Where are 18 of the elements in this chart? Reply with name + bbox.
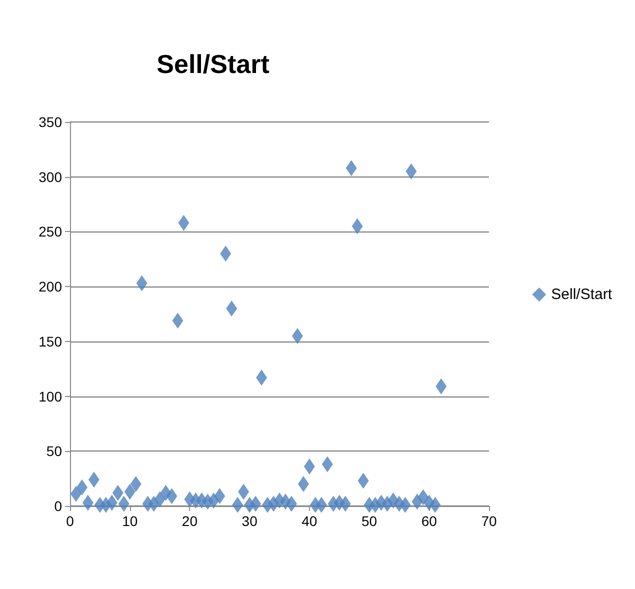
x-tick-label: 0 xyxy=(66,513,74,529)
y-tick-label: 0 xyxy=(54,498,62,514)
y-tick-label: 200 xyxy=(38,278,62,295)
chart-title: Sell/Start xyxy=(156,49,270,79)
x-tick-label: 70 xyxy=(481,513,497,529)
x-tick-label: 40 xyxy=(302,513,318,529)
x-tick-label: 30 xyxy=(242,513,258,529)
y-tick-label: 250 xyxy=(38,224,62,240)
x-tick-label: 60 xyxy=(421,513,438,529)
x-tick-label: 10 xyxy=(122,513,138,529)
legend-label: Sell/Start xyxy=(551,286,613,303)
y-tick-label: 100 xyxy=(38,388,62,404)
x-tick-label: 20 xyxy=(182,513,198,529)
x-tick-label: 50 xyxy=(361,513,378,529)
y-tick-label: 50 xyxy=(46,443,62,460)
y-tick-label: 150 xyxy=(38,333,62,350)
y-tick-label: 350 xyxy=(38,114,62,130)
y-tick-label: 300 xyxy=(38,168,62,185)
